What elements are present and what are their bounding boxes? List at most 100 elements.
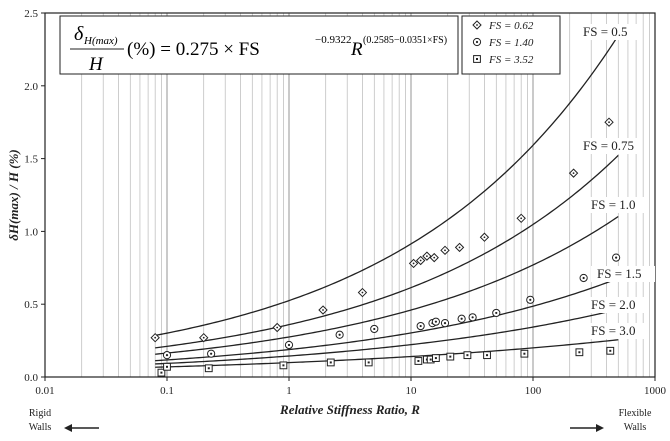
fs-curve (155, 35, 619, 337)
data-point-dot (412, 262, 415, 265)
plot-frame (44, 12, 656, 378)
left-arrow-icon (64, 424, 99, 432)
fs-curve-label: FS = 0.75 (583, 138, 634, 153)
fs-curve-label: FS = 0.5 (583, 24, 628, 39)
data-point-dot (520, 217, 523, 220)
data-point-dot (338, 333, 341, 336)
data-point-dot (207, 367, 210, 370)
equation-denominator: H (88, 54, 104, 75)
fs-label-bg (591, 266, 655, 282)
fs-curve-label: FS = 2.0 (591, 297, 636, 312)
data-point-dot (434, 320, 438, 323)
x-tick-label: 1 (286, 385, 292, 397)
fs-curve (155, 339, 619, 368)
x-tick-label: 0.01 (35, 385, 54, 397)
data-point-dot (329, 361, 332, 364)
equation-rhs: (%) = 0.275 × FS (127, 39, 260, 60)
x-axis-ticks: 0.01 0.1 1 10 100 1000 (35, 377, 667, 397)
flexible-label-line2: Walls (624, 422, 647, 433)
data-point-dot (495, 311, 498, 315)
fs-curve (155, 154, 619, 349)
fs-label-bg (577, 24, 641, 40)
data-point-dot (165, 354, 169, 357)
data-point-dot (460, 317, 463, 320)
data-point-dot (282, 364, 285, 367)
data-point-dot (444, 249, 446, 252)
fs-label-bg (577, 138, 641, 154)
x-tick-label: 1000 (644, 385, 667, 397)
data-point-dot (609, 349, 612, 352)
data-point-dot (367, 361, 370, 364)
legend: FS = 0.62 FS = 1.40 FS = 3.52 (461, 15, 561, 75)
fs-curve (155, 277, 619, 362)
data-point-dot (572, 172, 575, 175)
y-tick-label: 0.5 (24, 299, 38, 311)
y-axis-title: δH(max) / H (%) (6, 149, 21, 241)
data-point-dot (443, 322, 447, 325)
data-point-dot (417, 359, 420, 362)
data-points (150, 117, 621, 377)
data-point-dot (523, 352, 526, 355)
data-point-dot (433, 256, 436, 259)
data-point-dot (373, 327, 376, 331)
data-point-dot (287, 343, 291, 347)
data-point-dot (160, 371, 163, 374)
data-point-dot (486, 354, 489, 357)
equation-delta-sub: H(max) (83, 35, 118, 47)
data-point-dot (429, 358, 432, 361)
data-point-dot (582, 276, 585, 280)
right-arrow-icon (570, 424, 604, 432)
rigid-label-line1: Rigid (29, 408, 51, 419)
data-point-dot (322, 309, 324, 311)
data-point-dot (210, 352, 213, 355)
x-tick-label: 10 (406, 385, 418, 397)
data-point-dot (434, 357, 437, 360)
flexible-label-line1: Flexible (619, 408, 652, 419)
y-tick-label: 1.0 (24, 226, 38, 238)
data-point-dot (458, 246, 461, 249)
fs-curve-label: FS = 1.0 (591, 197, 636, 212)
fs-label-bg (585, 297, 649, 313)
rigid-label-line2: Walls (29, 422, 52, 433)
data-point-dot (449, 355, 452, 358)
data-point-dot (202, 336, 205, 339)
data-point-dot (483, 236, 486, 239)
data-point-dot (166, 365, 168, 368)
equation-exponent: −0.9322 (315, 34, 351, 46)
y-tick-label: 2.0 (24, 81, 38, 93)
legend-label: FS = 3.52 (488, 54, 534, 66)
fs-label-bg (585, 323, 649, 339)
data-point-dot (466, 354, 469, 357)
data-point-dot (419, 259, 422, 262)
fs-curve-labels: FS = 0.5 FS = 0.75 FS = 1.0 FS = 1.5 FS = 2.… (577, 24, 655, 339)
x-axis-title: Relative Stiffness Ratio, R (279, 402, 420, 417)
data-point-dot (615, 256, 618, 259)
y-tick-label: 1.5 (24, 154, 38, 166)
fs-curves (155, 35, 619, 368)
data-point-dot (361, 291, 364, 294)
x-tick-label: 0.1 (160, 385, 174, 397)
data-point-dot (608, 121, 610, 124)
equation-box: δ H(max) H (%) = 0.275 × FS −0.9322 R (0… (59, 15, 459, 75)
x-tick-label: 100 (525, 385, 542, 397)
y-axis-ticks: 0.0 0.5 1.0 1.5 2.0 2.5 (24, 8, 45, 384)
fs-curve (155, 215, 619, 355)
legend-marker-dot (476, 24, 478, 26)
legend-marker-dot (475, 40, 479, 44)
fs-curve-label: FS = 1.5 (597, 266, 642, 281)
data-point-dot (426, 255, 428, 258)
y-tick-label: 2.5 (24, 8, 38, 20)
fs-curve-label: FS = 3.0 (591, 323, 636, 338)
legend-marker-dot (476, 58, 478, 60)
legend-label: FS = 0.62 (488, 20, 534, 32)
data-point-dot (276, 326, 279, 329)
data-point-dot (154, 336, 157, 339)
data-point-dot (578, 351, 581, 354)
fs-curve (155, 308, 619, 365)
data-point-dot (419, 324, 422, 328)
equation-r: R (350, 39, 363, 60)
data-point-dot (529, 298, 532, 301)
data-point-dot (471, 316, 474, 319)
fs-label-bg (585, 197, 649, 213)
